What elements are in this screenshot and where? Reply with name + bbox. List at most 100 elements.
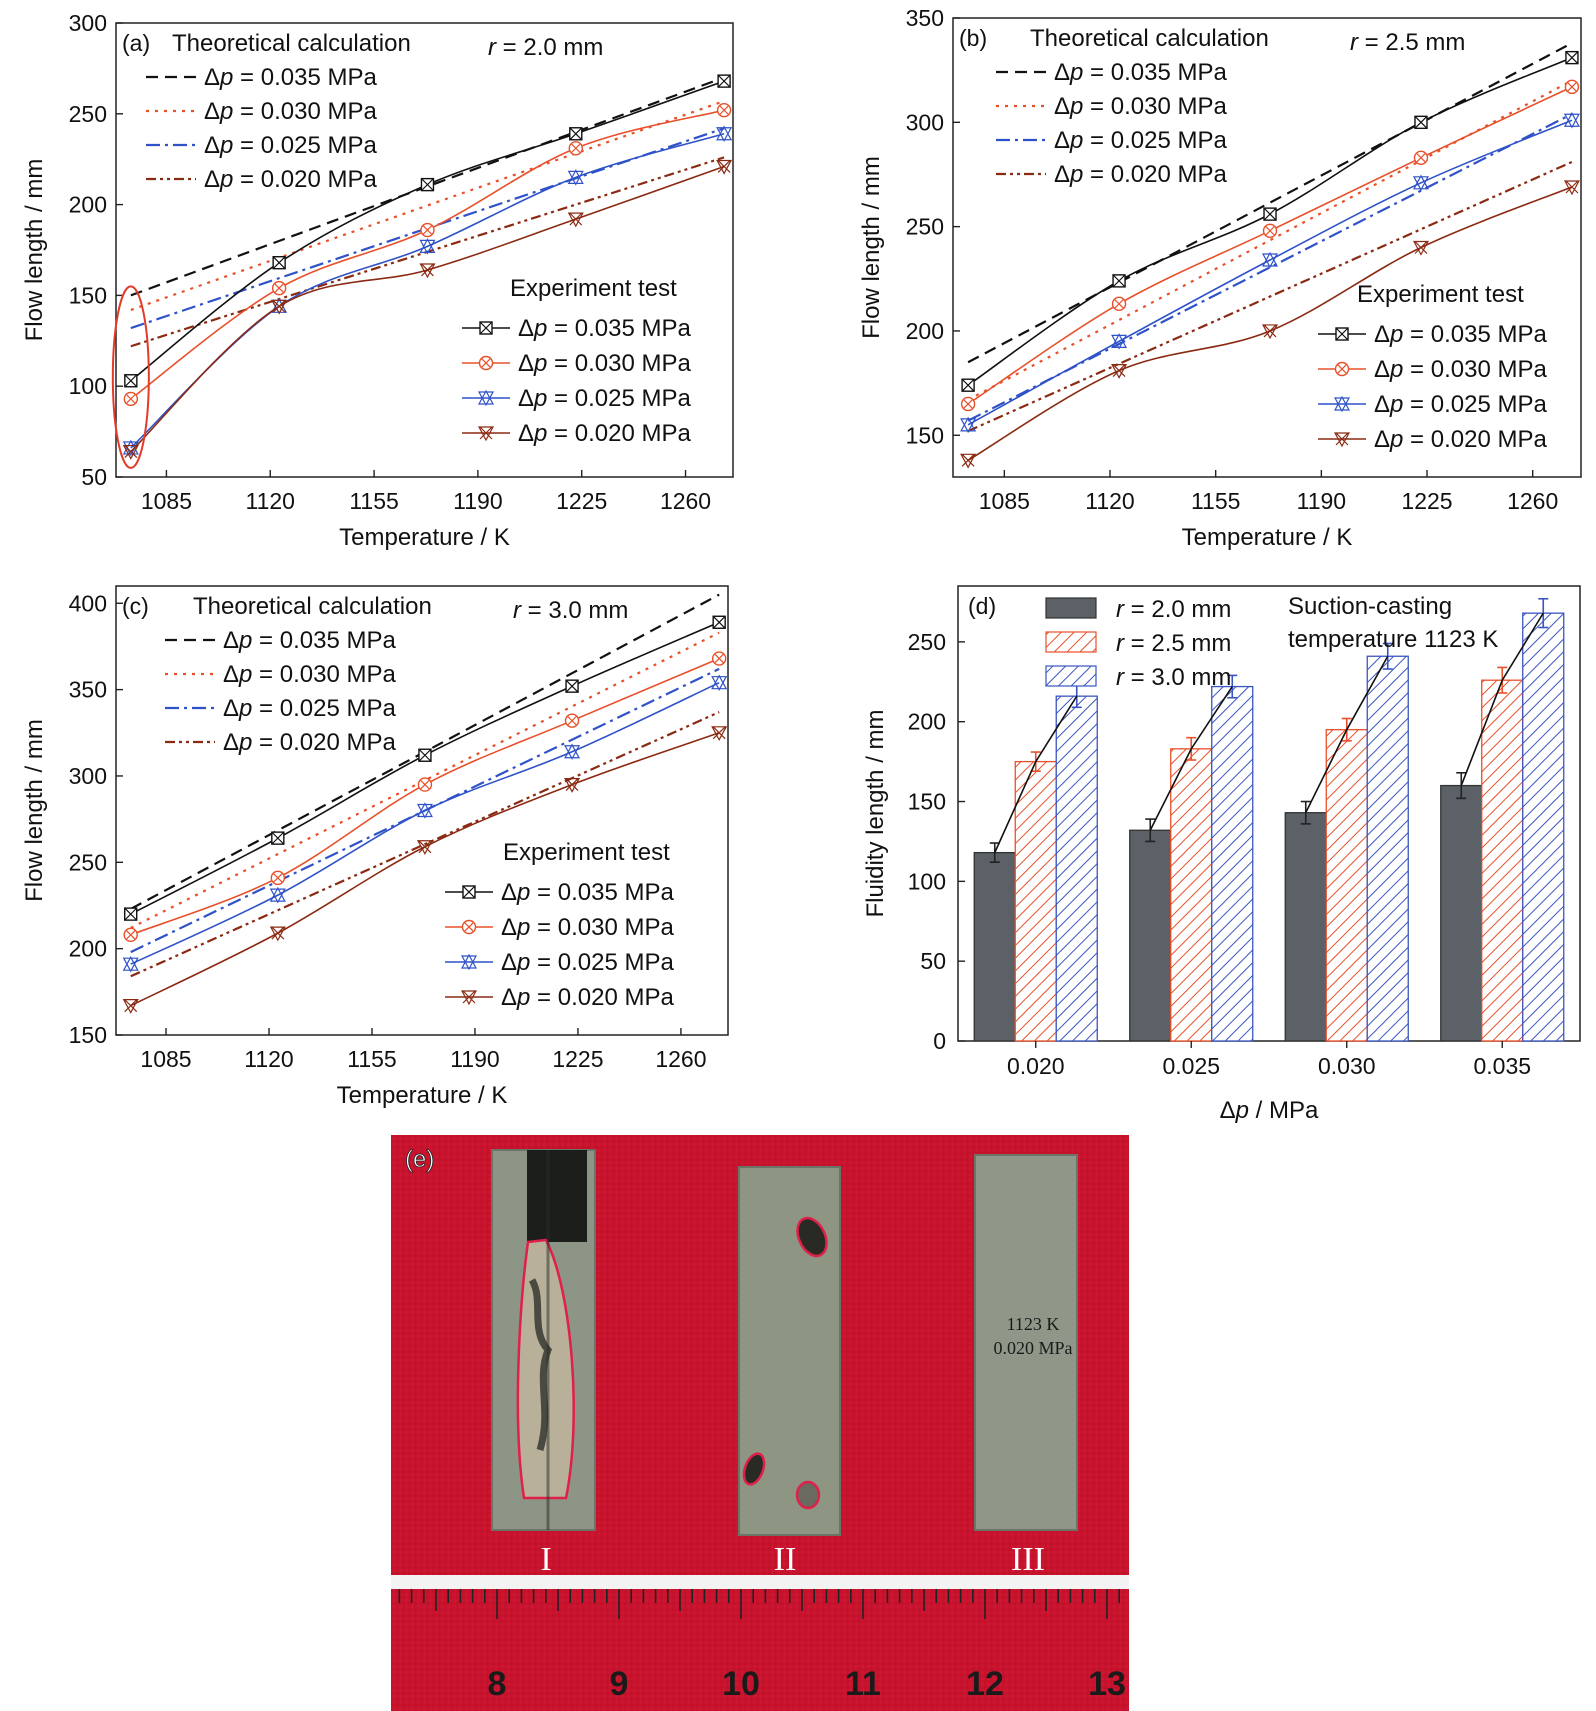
marker-star [1111, 333, 1128, 350]
data-point [124, 374, 138, 388]
legend-experiment-label: Δp = 0.025 MPa [1374, 391, 1547, 418]
marker-cross [126, 930, 136, 940]
bar [1284, 812, 1327, 1042]
highlight-ellipse [111, 285, 150, 469]
data-point [1112, 274, 1126, 288]
ruler-number: 12 [966, 1665, 1004, 1703]
theory-line [130, 76, 725, 297]
marker-cross [963, 399, 973, 409]
legend-marker [1334, 361, 1350, 377]
marker-cross [421, 178, 434, 192]
marker-cross [714, 653, 724, 664]
legend-theory-label: Δp = 0.030 MPa [223, 661, 396, 688]
marker-triangle [1333, 432, 1351, 448]
marker-cross [719, 105, 729, 115]
y-tick-label: 100 [908, 868, 946, 894]
plot-frame [952, 17, 1582, 478]
data-point [960, 416, 977, 434]
marker-star [711, 674, 728, 691]
marker-cross [569, 127, 583, 141]
data-point [711, 674, 728, 691]
marker-triangle [460, 990, 478, 1006]
legend-swatch [1045, 665, 1097, 687]
marker-star [960, 416, 977, 434]
y-tick-label: 150 [69, 1022, 107, 1048]
data-point [564, 777, 581, 793]
marker-triangle [564, 777, 581, 793]
marker-star [716, 125, 733, 143]
marker-cross [712, 615, 726, 629]
data-point [269, 886, 286, 904]
y-tick-label: 200 [69, 936, 107, 962]
legend-experiment-label: Δp = 0.020 MPa [501, 984, 674, 1011]
legend-theory-label: Δp = 0.030 MPa [204, 98, 377, 125]
bar [1170, 748, 1213, 1042]
data-point [712, 615, 726, 629]
marker-triangle [416, 840, 433, 856]
specimen-ii-pore [795, 1480, 821, 1510]
data-point [716, 102, 732, 118]
marker-cross [1112, 274, 1126, 288]
bar [1211, 685, 1254, 1042]
marker-cross [464, 922, 474, 932]
x-tick-label: 1260 [1507, 488, 1558, 514]
marker-star [460, 953, 478, 971]
legend-theory-label: Δp = 0.025 MPa [1054, 127, 1227, 154]
legend-theory-header: Theoretical calculation [193, 593, 432, 620]
plot-frame [115, 22, 734, 478]
ruler-edge [391, 1575, 1129, 1589]
data-point [124, 907, 138, 921]
marker-cross [272, 256, 286, 270]
marker-triangle [716, 159, 733, 175]
data-point [1563, 111, 1580, 129]
data-point [271, 280, 287, 296]
marker-cross [961, 378, 975, 392]
data-point [960, 453, 977, 469]
legend-marker [478, 355, 494, 371]
data-point [567, 169, 584, 186]
x-tick-label: 0.025 [1162, 1053, 1220, 1079]
data-point [1111, 363, 1128, 379]
marker-cross [1567, 82, 1577, 92]
marker-star [1563, 111, 1580, 129]
y-tick-label: 150 [69, 282, 107, 308]
y-axis-label: Flow length / mm [21, 719, 48, 902]
marker-cross [1337, 364, 1347, 374]
panel-label: (a) [122, 30, 150, 56]
y-tick-label: 300 [69, 10, 107, 36]
data-point [1263, 207, 1277, 221]
marker-cross [274, 283, 284, 293]
specimen-label-text: 1123 K [1007, 1314, 1060, 1334]
panel-c-chart: 1085 1120 1155 1190 1225 1260 150 200 250 300 350 4… [21, 585, 729, 1109]
legend-theory-label: Δp = 0.020 MPa [1054, 161, 1227, 188]
legend-marker [479, 321, 493, 335]
marker-triangle [271, 299, 288, 315]
legend-label: r = 2.5 mm [1116, 630, 1231, 657]
marker-cross [571, 143, 581, 153]
data-point [711, 726, 728, 742]
data-point [416, 802, 433, 819]
bar [1055, 695, 1098, 1042]
plot-frame [957, 585, 1581, 1042]
marker-star [1262, 251, 1279, 269]
marker-cross [462, 885, 476, 899]
y-tick-label: 400 [69, 590, 107, 616]
data-point [1563, 180, 1580, 196]
bar [973, 851, 1016, 1042]
panel-d-chart: 0 50 100 150 200 250 Fluidity length / mm 0.020… [862, 585, 1581, 1124]
specimen-ii-pore [796, 1216, 828, 1258]
specimen-mark: I [540, 1541, 551, 1578]
data-point [1262, 223, 1278, 239]
bar [1481, 679, 1524, 1042]
data-point [272, 256, 286, 270]
data-point [960, 396, 976, 412]
legend-theory-label: Δp = 0.020 MPa [223, 729, 396, 756]
data-point [122, 999, 139, 1014]
panel-label: (e) [405, 1146, 434, 1173]
marker-star [122, 955, 139, 973]
trend-line [994, 695, 1078, 853]
marker-cross [1335, 327, 1349, 341]
legend-label: r = 2.0 mm [1116, 596, 1231, 623]
bar [1129, 829, 1172, 1042]
